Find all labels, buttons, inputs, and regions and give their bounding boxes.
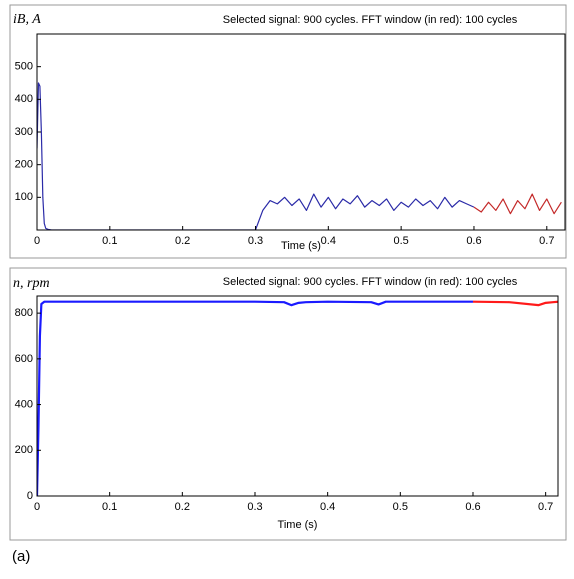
signal-line — [37, 82, 475, 230]
caption: (a) — [12, 548, 30, 565]
x-axis-label: Time (s) — [281, 240, 321, 252]
x-tick-label: 0.3 — [248, 235, 263, 247]
y-tick-label: 300 — [15, 126, 33, 138]
x-tick-label: 0.1 — [102, 235, 117, 247]
y-tick-label: 600 — [15, 353, 33, 365]
x-tick-label: 0 — [34, 235, 40, 247]
x-tick-label: 0.5 — [393, 501, 408, 513]
y-tick-label: 0 — [27, 490, 33, 502]
x-tick-label: 0.4 — [321, 235, 336, 247]
chart-title: Selected signal: 900 cycles. FFT window … — [223, 14, 518, 26]
y-tick-label: 500 — [15, 61, 33, 73]
signal-line — [472, 300, 558, 307]
y-tick-label: 800 — [15, 307, 33, 319]
x-tick-label: 0.7 — [539, 235, 554, 247]
x-tick-label: 0.4 — [320, 501, 335, 513]
signal-line — [37, 300, 473, 496]
y-tick-label: 400 — [15, 93, 33, 105]
y-axis-label: iB, A — [13, 12, 41, 27]
plot-area — [36, 295, 559, 497]
signal-line — [473, 193, 562, 215]
y-axis-label: n, rpm — [13, 276, 50, 291]
x-tick-label: 0.7 — [538, 501, 553, 513]
y-tick-label: 200 — [15, 444, 33, 456]
y-tick-label: 400 — [15, 398, 33, 410]
x-axis-label: Time (s) — [278, 519, 318, 531]
x-tick-label: 0.2 — [175, 501, 190, 513]
x-tick-label: 0.6 — [465, 501, 480, 513]
plot-area — [36, 33, 566, 231]
y-tick-label: 100 — [15, 191, 33, 203]
panel-frame — [9, 4, 567, 259]
y-tick-label: 200 — [15, 159, 33, 171]
x-tick-label: 0.1 — [102, 501, 117, 513]
x-tick-label: 0.3 — [247, 501, 262, 513]
x-tick-label: 0 — [34, 501, 40, 513]
x-tick-label: 0.2 — [175, 235, 190, 247]
panel-frame — [9, 267, 567, 541]
chart-title: Selected signal: 900 cycles. FFT window … — [223, 276, 518, 288]
x-tick-label: 0.6 — [466, 235, 481, 247]
x-tick-label: 0.5 — [393, 235, 408, 247]
